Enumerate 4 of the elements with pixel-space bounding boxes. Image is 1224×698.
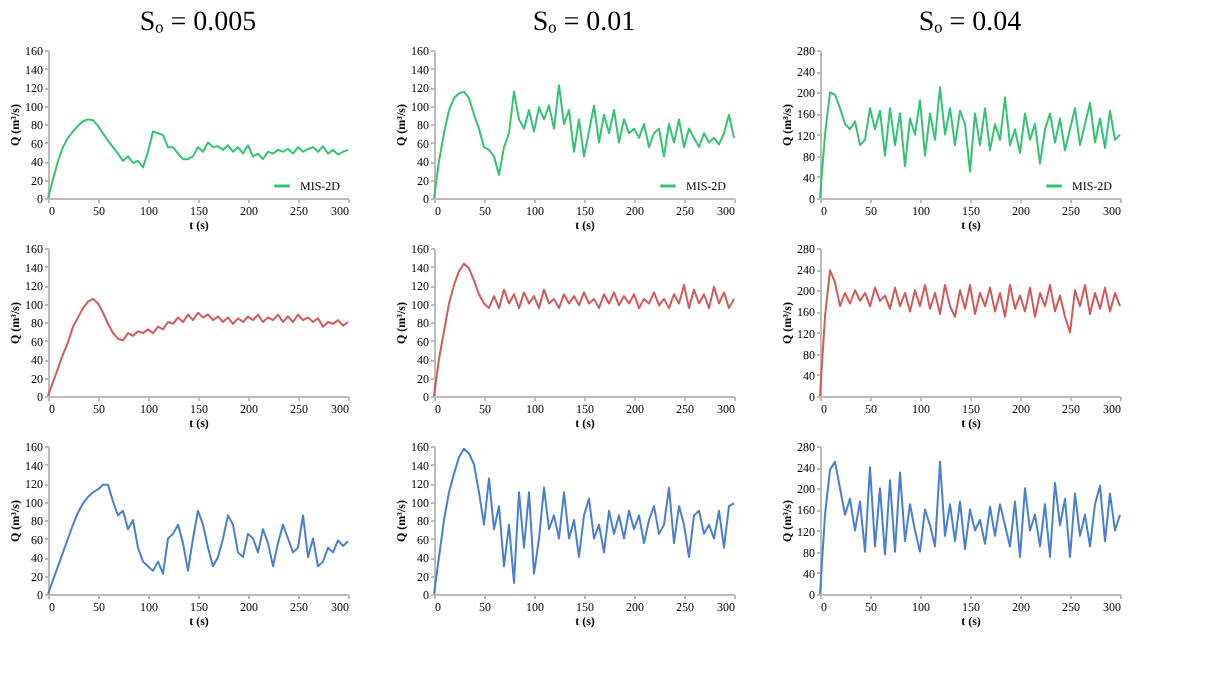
line-series [433, 447, 735, 595]
chart-title: Sₒ = 0.01 [532, 8, 636, 38]
chart-title: Sₒ = 0.04 [918, 8, 1022, 38]
chart-title: Sₒ = 0.005 [139, 8, 257, 38]
